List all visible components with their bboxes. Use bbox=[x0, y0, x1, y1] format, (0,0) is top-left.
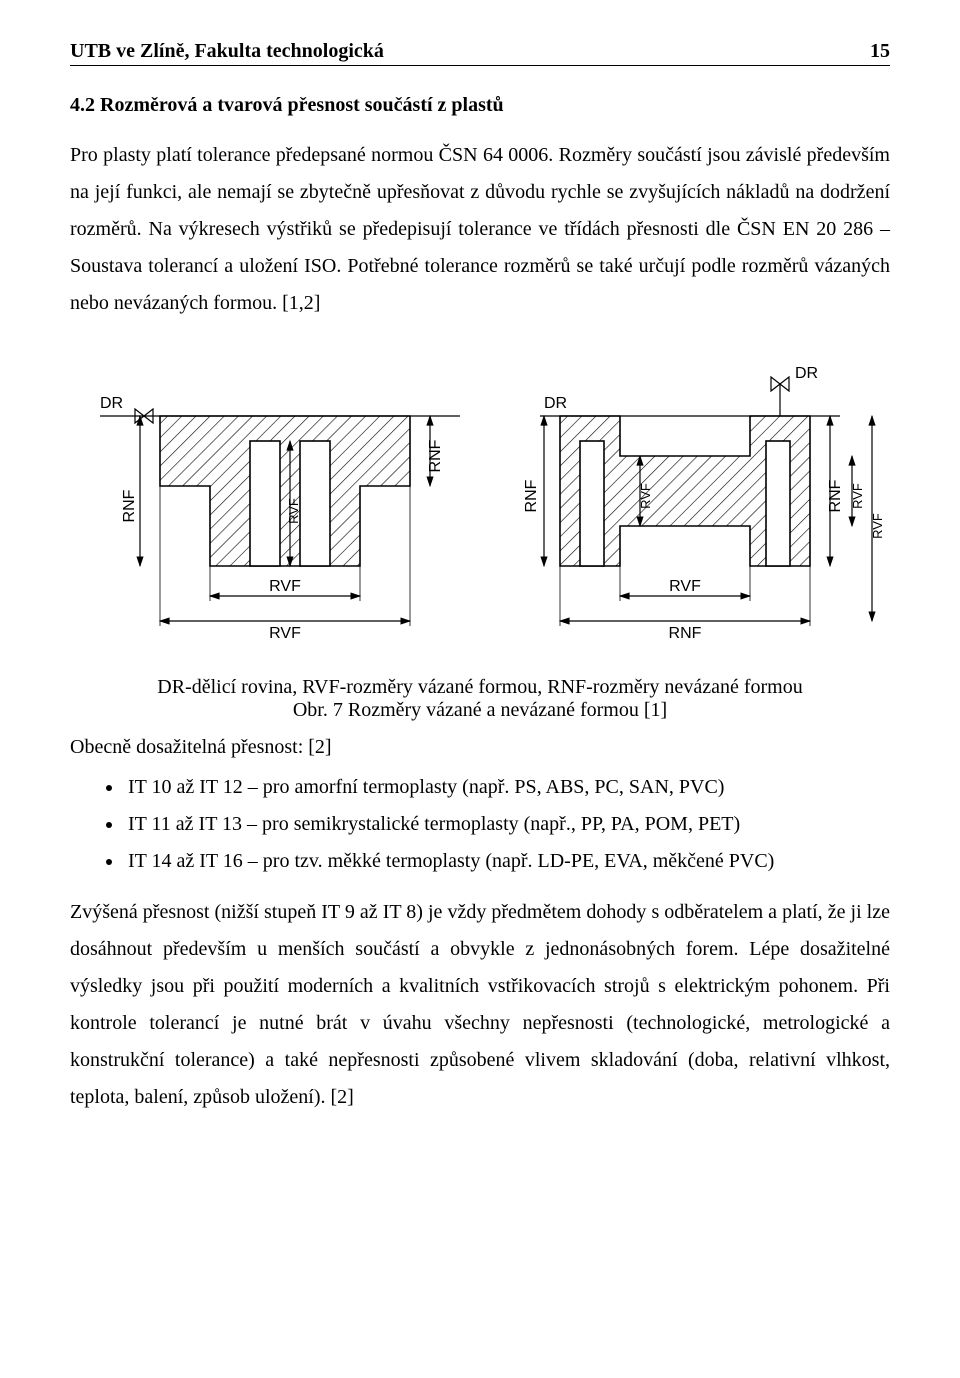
paragraph-2: Zvýšená přesnost (nižší stupeň IT 9 až I… bbox=[70, 894, 890, 1116]
label-rnf-left-outer: RNF bbox=[121, 489, 138, 522]
precision-list: IT 10 až IT 12 – pro amorfní termoplasty… bbox=[70, 769, 890, 880]
paragraph-1: Pro plasty platí tolerance předepsané no… bbox=[70, 137, 890, 322]
list-item: IT 14 až IT 16 – pro tzv. měkké termopla… bbox=[124, 843, 890, 880]
sub-heading-precision: Obecně dosažitelná přesnost: [2] bbox=[70, 736, 890, 759]
label-rnf-right-outer: RNF bbox=[523, 479, 540, 512]
label-rvf-right-h: RVF bbox=[669, 578, 701, 595]
label-rnf-right-outer2: RNF bbox=[827, 479, 844, 512]
figure-right: DR DR RNF RNF RVF RVF bbox=[523, 365, 885, 642]
label-dr-right2: DR bbox=[544, 395, 567, 412]
header-page-number: 15 bbox=[870, 40, 890, 63]
label-rnf-left-inner: RNF bbox=[427, 439, 444, 472]
list-item: IT 10 až IT 12 – pro amorfní termoplasty… bbox=[124, 769, 890, 806]
figure-left: DR RNF RNF RVF RVF bbox=[100, 395, 460, 642]
label-rvf-right-v2: RVF bbox=[850, 483, 865, 509]
label-rvf-left-outer-h: RVF bbox=[269, 625, 301, 642]
label-rvf-right-v1: RVF bbox=[638, 483, 653, 509]
figure-caption: Obr. 7 Rozměry vázané a nevázané formou … bbox=[70, 699, 890, 722]
page-header: UTB ve Zlíně, Fakulta technologická 15 bbox=[70, 40, 890, 66]
label-dr-right: DR bbox=[795, 365, 818, 382]
figure-legend: DR-dělicí rovina, RVF-rozměry vázané for… bbox=[70, 676, 890, 699]
label-rvf-left-v: RVF bbox=[286, 498, 301, 524]
header-institution: UTB ve Zlíně, Fakulta technologická bbox=[70, 40, 384, 63]
figure-7: DR RNF RNF RVF RVF bbox=[70, 336, 890, 666]
list-item: IT 11 až IT 13 – pro semikrystalické ter… bbox=[124, 806, 890, 843]
section-title: 4.2 Rozměrová a tvarová přesnost součást… bbox=[70, 94, 890, 117]
label-rnf-right-h: RNF bbox=[669, 625, 702, 642]
figure-svg: DR RNF RNF RVF RVF bbox=[70, 336, 890, 666]
label-rvf-left-inner-h: RVF bbox=[269, 578, 301, 595]
label-rvf-right-far: RVF bbox=[870, 513, 885, 539]
page: UTB ve Zlíně, Fakulta technologická 15 4… bbox=[0, 0, 960, 1170]
label-dr-left: DR bbox=[100, 395, 123, 412]
